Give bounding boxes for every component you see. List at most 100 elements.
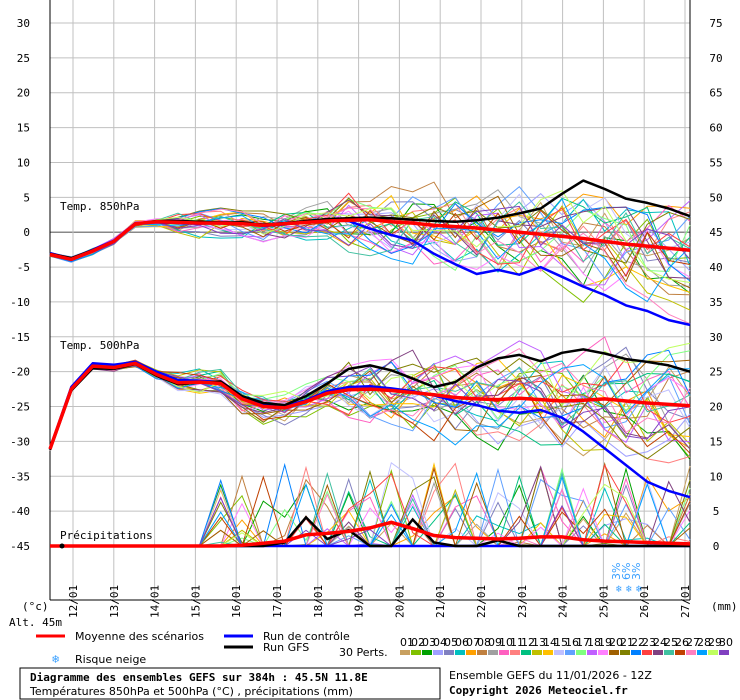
pert-legend-number: 15 [554,636,568,649]
altitude-label: Alt. 45m [9,616,62,629]
x-date-label: 25/01 [597,585,610,618]
pert-legend-number: 12 [521,636,535,649]
pert-legend-swatch [642,650,652,655]
y-left-tick-label: -20 [10,366,30,379]
y-right-tick-label: 50 [709,191,722,204]
panel-label-precip: Précipitations [60,529,153,542]
perturbation-t850-line [49,210,691,292]
y-right-tick-label: 5 [713,505,720,518]
snowflake-icon: ❄ [616,584,623,595]
y-left-tick-label: 15 [17,122,30,135]
pert-legend-swatch [653,650,663,655]
series-0-t850-line [49,217,691,262]
y-left-tick-label: 20 [17,87,30,100]
legend-perts-label: 30 Perts. [339,646,388,659]
pert-legend-swatch [532,650,542,655]
series-0-t500-line [48,361,691,450]
pert-legend-swatch [411,650,421,655]
legend-gfs-label: Run GFS [263,641,309,654]
y-right-tick-label: 75 [709,17,722,30]
snow-risk-percent: 3% [630,563,643,580]
pert-legend-number: 13 [532,636,546,649]
pert-legend-number: 08 [477,636,491,649]
pert-legend-number: 24 [653,636,667,649]
y-right-tick-label: 10 [709,470,722,483]
pert-legend-swatch [510,650,520,655]
x-date-label: 23/01 [516,585,529,618]
pert-legend-number: 19 [598,636,612,649]
pert-legend-number: 23 [642,636,656,649]
y-right-tick-label: 55 [709,156,722,169]
x-date-label: 20/01 [393,585,406,618]
x-date-label: 24/01 [557,585,570,618]
y-right-tick-label: 60 [709,122,722,135]
y-left-tick-label: 0 [23,226,30,239]
pert-legend-swatch [477,650,487,655]
pert-legend-number: 10 [499,636,513,649]
pert-legend-number: 30 [719,636,733,649]
x-date-label: 27/01 [679,585,692,618]
legend-snow-label: Risque neige [75,653,146,666]
pert-legend-swatch [433,650,443,655]
panel-label-t850: Temp. 850hPa [60,200,139,213]
pert-legend-number: 29 [708,636,722,649]
pert-legend-swatch [576,650,586,655]
perturbation-legend: 0102030405060708091011121314151617181920… [400,636,733,655]
pert-legend-swatch [455,650,465,655]
pert-legend-swatch [587,650,597,655]
footer-subtitle: Températures 850hPa et 500hPa (°C) , pré… [29,685,353,698]
pert-legend-swatch [400,650,410,655]
y-right-tick-label: 70 [709,52,722,65]
x-date-label: 19/01 [353,585,366,618]
perturbation-t500-line [49,360,691,451]
y-right-tick-label: 0 [713,540,720,553]
main-series-lines [48,179,691,549]
right-unit-label: (mm) [711,600,738,613]
pert-legend-swatch [543,650,553,655]
footer-title: Diagramme des ensembles GEFS sur 384h : … [30,671,368,684]
footer-title-box [19,667,441,700]
pert-legend-number: 04 [433,636,447,649]
pert-legend-swatch [697,650,707,655]
pert-legend-swatch [664,650,674,655]
y-right-tick-label: 20 [709,401,722,414]
y-right-tick-label: 45 [709,226,722,239]
pert-legend-number: 22 [631,636,645,649]
pert-legend-swatch [719,650,729,655]
pert-legend-number: 26 [675,636,689,649]
pert-legend-number: 07 [466,636,480,649]
pert-legend-swatch [466,650,476,655]
pert-legend-number: 21 [620,636,634,649]
footer-run: Ensemble GEFS du 11/01/2026 - 12Z [449,669,652,682]
pert-legend-number: 14 [543,636,557,649]
pert-legend-number: 25 [664,636,678,649]
legend: Moyenne des scénarios Run de contrôle Ru… [36,630,733,666]
y-left-tick-label: -5 [17,261,30,274]
y-right-tick-label: 15 [709,435,722,448]
x-date-label: 18/01 [312,585,325,618]
pert-legend-swatch [444,650,454,655]
x-axis-dates: 12/01 13/01 14/01 15/01 16/01 17/01 18/01 19/01… [67,585,692,618]
y-left-tick-label: -25 [10,401,30,414]
snow-risk-markers: 3%❄6%❄3%❄ [610,563,643,595]
pert-legend-swatch [620,650,630,655]
y-left-tick-label: -15 [10,331,30,344]
x-date-label: 13/01 [108,585,121,618]
y-left-tick-label: -10 [10,296,30,309]
y-right-tick-label: 30 [709,331,722,344]
pert-legend-swatch [554,650,564,655]
pert-legend-number: 11 [510,636,524,649]
pert-legend-number: 01 [400,636,414,649]
x-date-label: 12/01 [67,585,80,618]
y-left-tick-label: -40 [10,505,30,518]
footer-copyright: Copyright 2026 Meteociel.fr [449,684,628,697]
x-date-label: 22/01 [475,585,488,618]
pert-legend-number: 27 [686,636,700,649]
pert-legend-number: 18 [587,636,601,649]
pert-legend-swatch [488,650,498,655]
pert-legend-swatch [565,650,575,655]
x-date-label: 14/01 [149,585,162,618]
snowflake-icon: ❄ [636,584,643,595]
